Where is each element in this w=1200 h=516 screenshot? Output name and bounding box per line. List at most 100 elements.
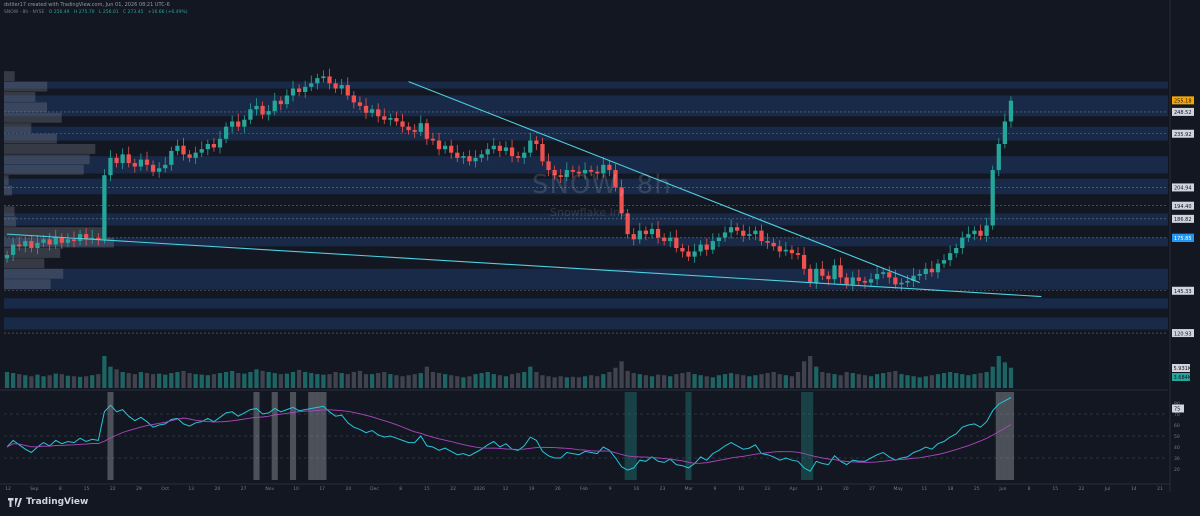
candle-body <box>692 251 697 257</box>
ohlc-high: H 275.70 <box>73 10 95 15</box>
candle-body <box>491 145 496 150</box>
rsi-tick-label: 80 <box>1174 401 1180 407</box>
candle-body <box>333 83 338 89</box>
candle-body <box>242 119 247 127</box>
candle-body <box>223 126 229 139</box>
candle-body <box>923 268 928 274</box>
candle-body <box>77 234 83 242</box>
volume-bar <box>984 372 989 388</box>
volume-bar <box>789 376 795 388</box>
volume-bar <box>436 373 442 388</box>
candle-body <box>528 140 533 153</box>
rsi-tick-label: 60 <box>1174 423 1180 429</box>
volume-bar <box>363 374 369 388</box>
candle-body <box>564 170 569 177</box>
volume-bar <box>1002 362 1008 388</box>
price-level-tag <box>1172 129 1194 138</box>
candle-body <box>321 76 326 79</box>
volume-bar <box>90 375 95 388</box>
ohlc-open: O 256.49 <box>48 10 70 15</box>
time-tick-label: May <box>894 486 904 492</box>
candle-body <box>607 164 612 170</box>
candle-body <box>296 88 302 92</box>
candle-body <box>211 144 217 148</box>
time-tick-label: Oct <box>161 486 169 492</box>
volume-bar <box>637 374 642 388</box>
candle-body <box>90 237 95 240</box>
volume-profile-bar <box>4 71 15 82</box>
price-level-tag <box>1172 201 1194 210</box>
volume-bar <box>856 374 861 388</box>
candle-body <box>108 157 113 176</box>
candle-body <box>826 275 831 280</box>
candle-body <box>248 109 253 120</box>
volume-tag-label: 5.931K <box>1174 366 1192 372</box>
candle-body <box>978 230 983 236</box>
time-tick-label: 8 <box>1028 486 1031 492</box>
volume-profile-bar <box>4 144 96 154</box>
volume-bar <box>59 374 64 388</box>
candle-body <box>351 95 356 103</box>
price-level-label: 204.94 <box>1174 186 1192 192</box>
candle-body <box>278 100 283 105</box>
candle-body <box>357 102 363 106</box>
volume-bar <box>783 375 788 388</box>
volume-bar <box>978 373 983 388</box>
chart-credit: dstiler17 created with TradingView.com, … <box>4 2 170 8</box>
volume-profile-bar <box>4 268 64 279</box>
volume-bar <box>205 375 210 388</box>
rsi-tick-label: 40 <box>1174 445 1180 451</box>
time-tick-label: 9 <box>713 486 716 492</box>
rsi-extreme-highlight <box>807 392 814 480</box>
volume-bar <box>649 376 655 388</box>
candle-body <box>1008 100 1014 122</box>
candle-body <box>376 109 381 117</box>
volume-bar <box>759 374 764 388</box>
price-level-label: 186.82 <box>1174 217 1192 223</box>
volume-layer <box>4 356 1014 388</box>
candle-body <box>735 227 740 231</box>
candle-body <box>984 225 989 236</box>
time-tick-label: Sep <box>30 486 39 492</box>
rsi-extreme-highlight <box>1007 392 1014 480</box>
volume-bar <box>929 375 934 388</box>
volume-profile-bar <box>4 279 51 290</box>
candle-body <box>576 171 582 174</box>
rsi-extreme-highlight <box>995 392 1002 480</box>
volume-bar <box>77 376 83 388</box>
candle-body <box>315 78 320 84</box>
volume-bar <box>899 374 904 388</box>
volume-bar <box>589 375 594 388</box>
volume-bar <box>905 375 910 388</box>
volume-bar <box>479 373 484 388</box>
candle-body <box>424 123 429 139</box>
volume-bar <box>662 375 667 388</box>
volume-bar <box>175 372 180 388</box>
price-level-tag <box>1172 183 1194 192</box>
volume-bar <box>966 375 971 388</box>
candle-body <box>327 76 332 84</box>
trendlines-layer <box>7 81 1042 298</box>
time-tick-label: 27 <box>869 486 875 492</box>
volume-bar <box>686 372 691 388</box>
volume-tag <box>1172 373 1190 381</box>
time-tick-label: 24 <box>345 486 351 492</box>
candle-body <box>613 170 618 188</box>
volume-bar <box>199 374 204 388</box>
volume-bar <box>491 374 496 388</box>
volume-bar <box>668 376 673 388</box>
volume-bar <box>181 370 186 388</box>
volume-bar <box>296 369 302 388</box>
volume-bar <box>576 377 582 388</box>
volume-bar <box>47 375 52 388</box>
volume-bar <box>954 373 959 388</box>
candle-body <box>230 121 235 127</box>
volume-bar <box>923 376 928 388</box>
volume-bar <box>503 376 509 388</box>
candle-body <box>132 163 137 167</box>
candle-body <box>801 254 807 269</box>
candle-body <box>893 277 898 285</box>
volume-bar <box>887 372 892 388</box>
volume-profile-bar <box>4 216 17 227</box>
rsi-ma-line <box>6 409 1012 464</box>
